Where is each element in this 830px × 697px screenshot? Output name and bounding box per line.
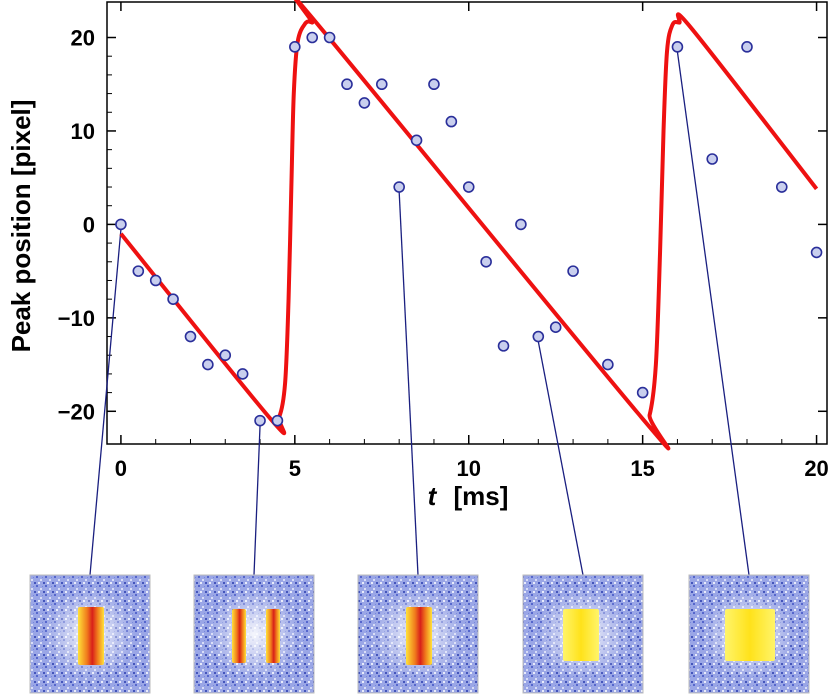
inset-image — [193, 574, 315, 694]
x-axis-ticks: 0 5 10 15 20 — [115, 2, 829, 481]
data-point — [149, 274, 162, 287]
data-point — [341, 78, 353, 91]
inset-link-lines — [89, 51, 750, 576]
data-point — [115, 218, 127, 231]
y-tick-label: 0 — [83, 212, 95, 237]
data-point — [375, 78, 388, 91]
data-point — [636, 386, 649, 399]
y-tick-label: 10 — [71, 119, 95, 144]
data-point — [480, 255, 492, 268]
plot-frame — [106, 1, 828, 445]
inset-image — [29, 574, 151, 694]
data-point — [706, 153, 719, 165]
data-point — [306, 31, 319, 44]
data-point — [219, 349, 232, 362]
x-axis-label: t [ms] — [428, 481, 509, 511]
fit-curve — [119, 0, 819, 451]
data-point — [428, 78, 440, 91]
inset-bright-bar — [406, 607, 432, 665]
data-point — [358, 97, 371, 109]
inset-bright-bar — [232, 609, 246, 663]
inset-link-line — [89, 229, 122, 576]
data-point — [254, 414, 266, 427]
data-point — [567, 265, 579, 277]
data-point — [271, 414, 284, 427]
camera-image-insets — [29, 574, 810, 694]
data-point — [132, 265, 145, 277]
data-point — [236, 368, 249, 380]
y-tick-label: 20 — [71, 26, 95, 51]
inset-link-line — [398, 191, 419, 576]
inset-link-line — [537, 341, 584, 576]
data-point — [602, 358, 614, 371]
data-point — [741, 41, 753, 53]
data-point — [515, 218, 527, 231]
data-point — [202, 358, 214, 371]
data-point — [775, 181, 788, 193]
inset-bright-bar — [266, 609, 280, 663]
data-point — [167, 293, 179, 305]
data-point — [671, 41, 684, 53]
data-point — [497, 340, 510, 352]
data-point — [393, 181, 405, 193]
x-tick-label: 5 — [289, 456, 301, 481]
data-point — [532, 330, 545, 343]
data-point — [549, 321, 562, 333]
inset-bright-bar — [563, 609, 599, 661]
x-tick-label: 20 — [804, 456, 828, 481]
data-point — [184, 330, 197, 343]
inset-glow — [208, 589, 300, 679]
y-tick-label: −10 — [58, 306, 95, 331]
data-point — [323, 31, 336, 44]
data-point — [445, 115, 458, 128]
data-point — [810, 246, 823, 259]
x-axis-variable: t — [428, 481, 438, 511]
data-point — [410, 134, 423, 147]
inset-bright-bar — [725, 609, 775, 661]
x-tick-label: 10 — [456, 456, 480, 481]
inset-link-line — [676, 51, 750, 576]
data-point — [289, 41, 301, 53]
y-tick-label: −20 — [58, 399, 95, 424]
data-point — [462, 181, 475, 193]
x-tick-label: 0 — [115, 456, 127, 481]
x-axis-unit: [ms] — [454, 481, 509, 511]
inset-image — [688, 574, 810, 694]
inset-image — [357, 574, 479, 694]
y-axis-ticks: −20 −10 0 10 20 — [58, 26, 827, 424]
inset-link-line — [253, 425, 261, 576]
x-tick-label: 15 — [630, 456, 654, 481]
inset-bright-bar — [78, 607, 104, 665]
y-axis-label: Peak position [pixel] — [6, 100, 36, 353]
data-points — [115, 31, 823, 427]
inset-image — [522, 574, 644, 694]
